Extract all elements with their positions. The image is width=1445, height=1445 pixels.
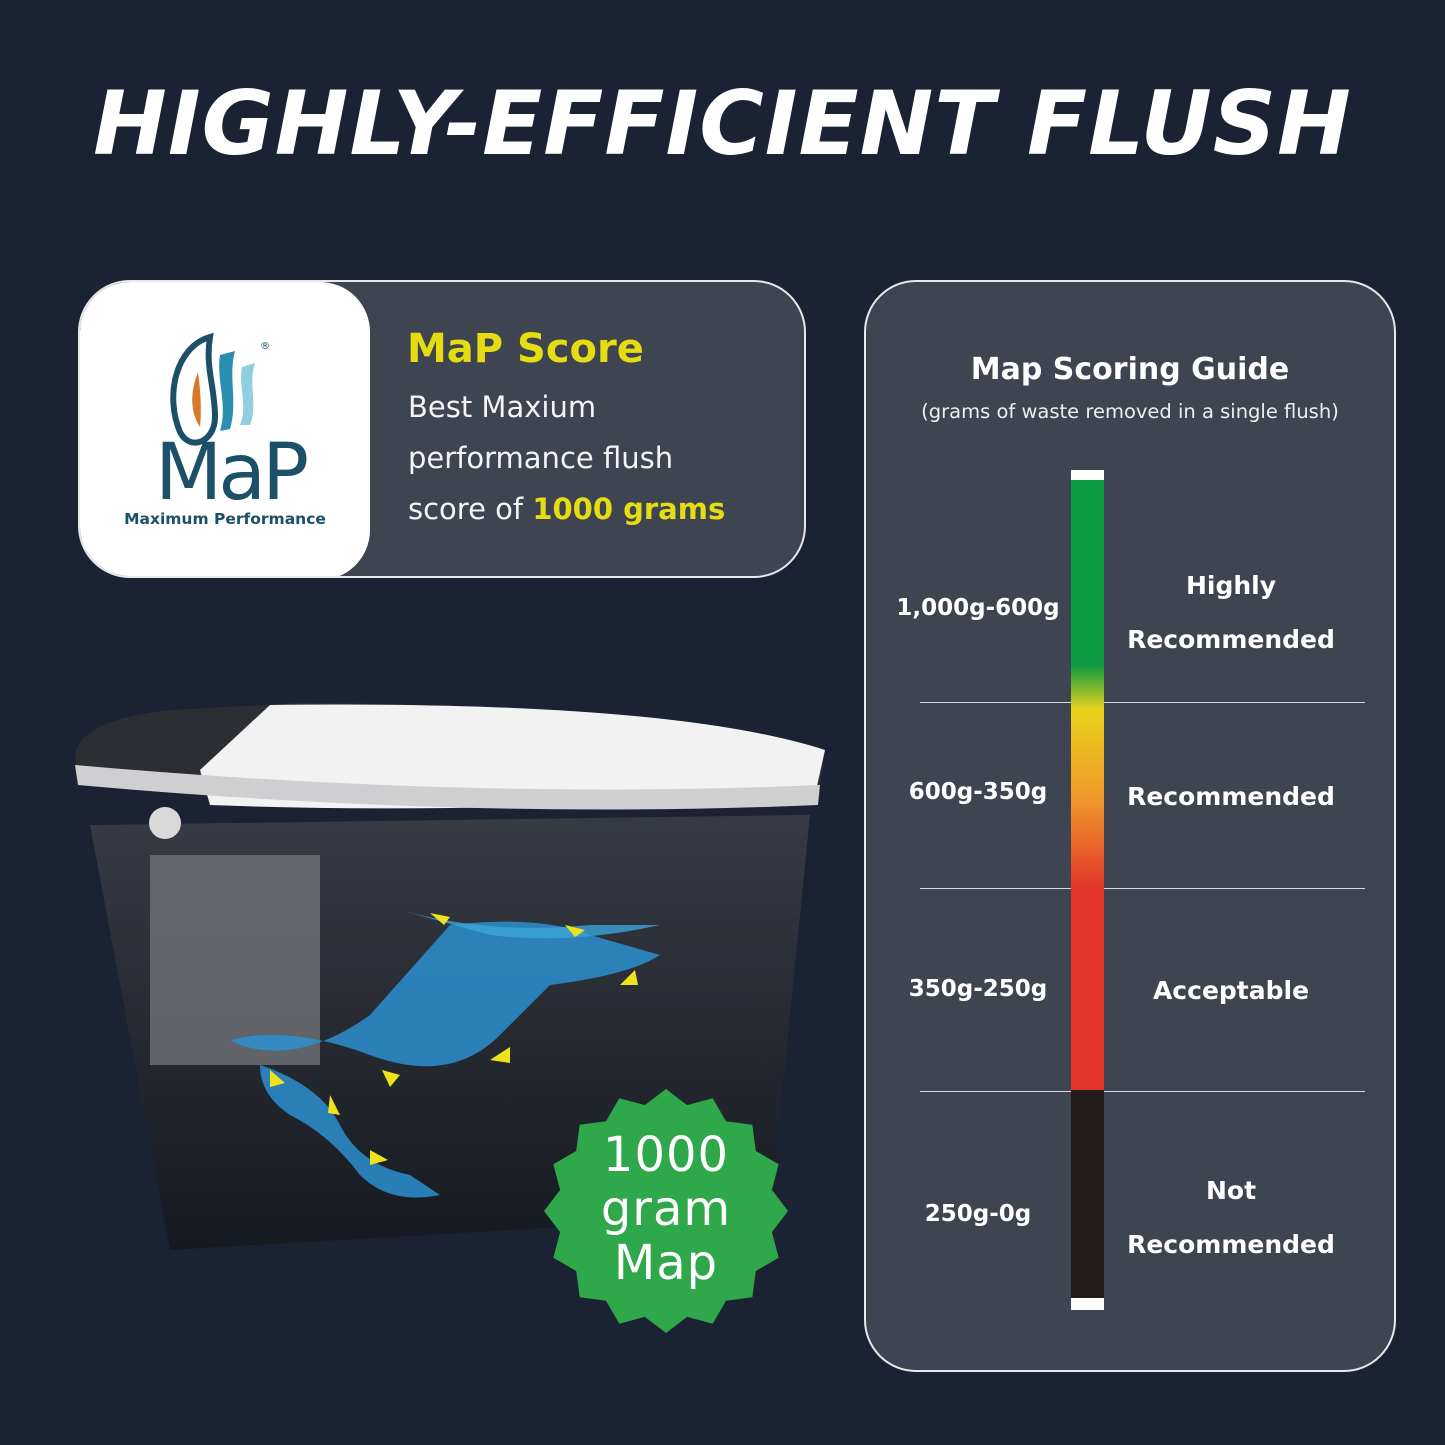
desc-line: score of 1000 grams xyxy=(408,484,725,535)
divider xyxy=(920,702,1071,703)
desc-line: performance flush xyxy=(408,441,674,475)
range-label: 600g-350g xyxy=(908,779,1048,805)
map-score-description: Best Maxium performance flush score of 1… xyxy=(408,382,725,535)
badge-text: 1000 gram Map xyxy=(543,1128,789,1290)
divider xyxy=(1104,1091,1365,1092)
page-title: HIGHLY-EFFICIENT FLUSH xyxy=(93,72,1352,175)
range-label: 1,000g-600g xyxy=(896,595,1060,621)
range-label: 350g-250g xyxy=(908,976,1048,1002)
svg-text:MaP: MaP xyxy=(155,428,307,507)
rating-label: Acceptable xyxy=(1152,976,1310,1005)
desc-line: Best Maxium xyxy=(408,390,597,424)
guide-title: Map Scoring Guide xyxy=(970,352,1290,387)
toilet-cutaway-illustration xyxy=(75,703,825,1250)
rating-label: Highly Recommended xyxy=(1127,571,1335,654)
range-label: 250g-0g xyxy=(924,1201,1032,1227)
1000-gram-badge xyxy=(544,1089,788,1333)
score-gradient-bar xyxy=(1071,470,1104,1310)
badge-line: gram xyxy=(600,1181,732,1237)
map-logo: ® MaP Maximum Performance xyxy=(80,282,370,576)
logo-tagline: Maximum Performance xyxy=(124,510,326,528)
divider xyxy=(920,888,1071,889)
svg-text:®: ® xyxy=(260,341,270,352)
divider xyxy=(1104,702,1365,703)
flow-arrow-icons xyxy=(270,913,638,1165)
rating-label: Not Recommended xyxy=(1127,1176,1335,1259)
divider xyxy=(1104,888,1365,889)
desc-text: score of xyxy=(408,492,533,526)
guide-subtitle: (grams of waste removed in a single flus… xyxy=(921,400,1339,423)
rating-label: Recommended xyxy=(1127,782,1335,811)
map-logo-icon: ® MaP xyxy=(155,332,311,507)
badge-line: 1000 xyxy=(602,1127,730,1183)
divider xyxy=(920,1091,1071,1092)
map-scoring-guide: Map Scoring Guide (grams of waste remove… xyxy=(864,280,1396,1372)
score-highlight: 1000 grams xyxy=(532,492,726,526)
map-score-heading: MaP Score xyxy=(407,326,644,372)
map-score-card: ® MaP Maximum Performance MaP Score Best… xyxy=(78,280,806,578)
badge-line: Map xyxy=(613,1235,719,1291)
